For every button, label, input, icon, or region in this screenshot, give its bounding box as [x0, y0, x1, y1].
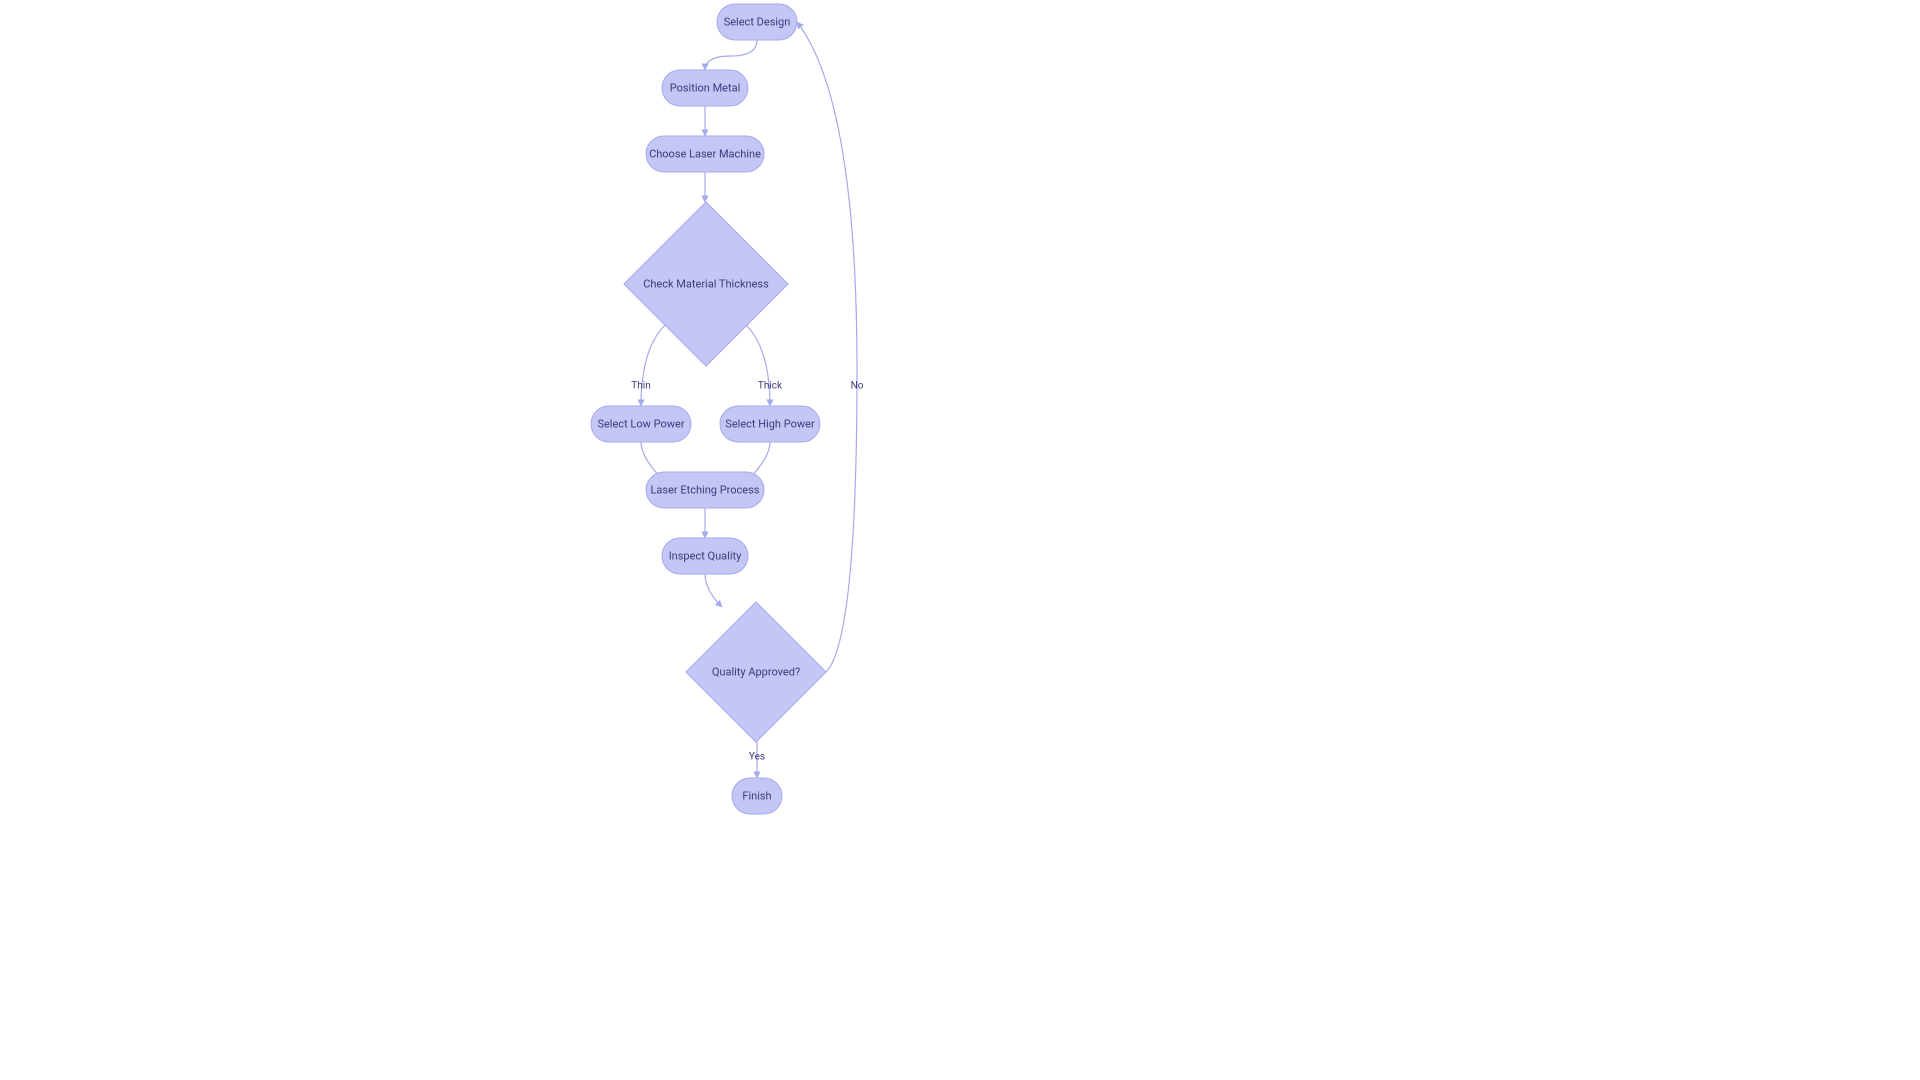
edge-label: Yes: [749, 752, 765, 763]
node-laser_etch: Laser Etching Process: [646, 472, 764, 508]
edge-label: Thick: [758, 381, 783, 392]
node-label: Position Metal: [670, 82, 741, 95]
node-check_thickness: Check Material Thickness: [624, 202, 788, 366]
node-label: Select High Power: [725, 418, 815, 431]
node-label: Laser Etching Process: [651, 484, 760, 497]
edge-label: Thin: [631, 381, 650, 392]
edge-check_thickness-to-select_low: [641, 325, 665, 406]
node-select_low: Select Low Power: [591, 406, 691, 442]
node-label: Select Low Power: [597, 418, 684, 431]
node-inspect: Inspect Quality: [662, 538, 748, 574]
edge-select_design-to-position_metal: [705, 40, 757, 70]
node-label: Select Design: [724, 16, 791, 29]
node-label: Finish: [742, 790, 771, 803]
node-label: Check Material Thickness: [643, 278, 769, 291]
flowchart-canvas: Thin Thick Yes No Select Design Position Met…: [0, 0, 1920, 1080]
edge-check_thickness-to-select_high: [746, 325, 770, 406]
node-choose_laser: Choose Laser Machine: [646, 136, 764, 172]
node-quality_approved: Quality Approved?: [686, 602, 826, 742]
nodes-layer: Select Design Position Metal Choose Laser …: [591, 4, 826, 814]
node-position_metal: Position Metal: [662, 70, 748, 106]
node-select_high: Select High Power: [720, 406, 820, 442]
node-select_design: Select Design: [717, 4, 797, 40]
edge-quality_approved-to-select_design: [797, 22, 857, 672]
edge-label: No: [851, 381, 864, 392]
node-finish: Finish: [732, 778, 782, 814]
node-label: Inspect Quality: [669, 550, 742, 563]
node-label: Choose Laser Machine: [649, 148, 761, 161]
node-label: Quality Approved?: [712, 666, 800, 679]
edge-inspect-to-quality_approved: [705, 574, 722, 607]
